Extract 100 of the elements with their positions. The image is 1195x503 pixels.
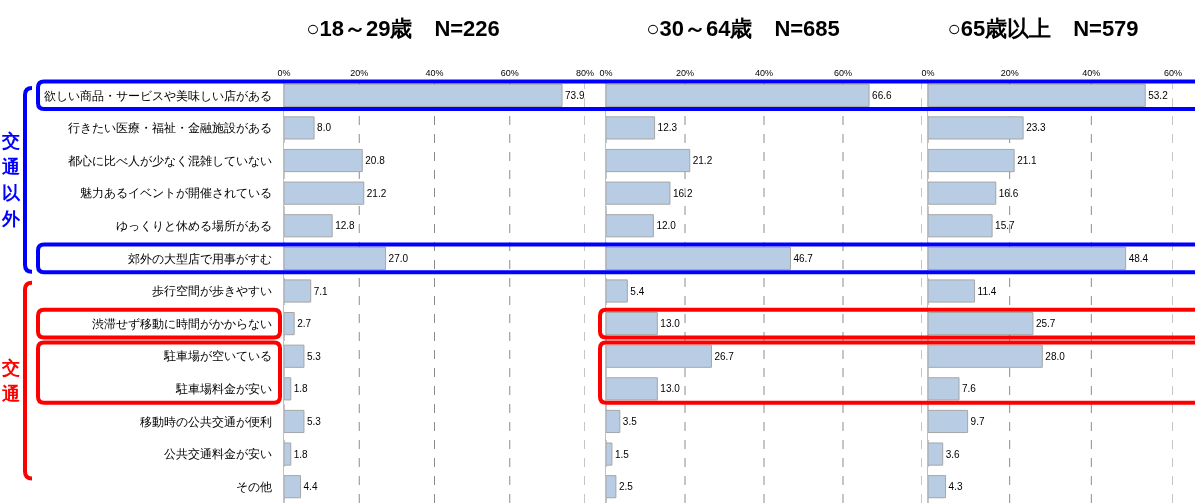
bar (284, 409, 305, 434)
y-tick-label: 魅力あるイベントが開催されている (79, 186, 272, 201)
bar (928, 116, 1024, 140)
data-label: 66.6 (872, 89, 892, 101)
y-tick-label: 駐車場が空いている (162, 349, 272, 364)
data-label: 2.5 (618, 481, 634, 493)
text: 交通 (1, 356, 21, 406)
y-tick-label: 移動時の公共交通が便利 (139, 414, 272, 429)
chart-title: ○65歳以上 N=579 (947, 15, 1139, 41)
x-tick-label: 60% (500, 68, 519, 79)
data-label: 12.8 (335, 220, 356, 232)
bar (606, 83, 870, 107)
data-label: 23.3 (1026, 122, 1047, 134)
bar (284, 377, 292, 401)
data-label: 46.7 (793, 252, 814, 264)
x-tick-label: 0% (599, 68, 613, 79)
x-tick-label: 60% (833, 68, 853, 79)
data-label: 48.4 (1128, 252, 1149, 264)
bar (606, 214, 654, 238)
y-tick-label: 駐車場料金が安い (174, 382, 272, 397)
data-label: 8.0 (317, 122, 332, 134)
data-label: 16.2 (672, 187, 693, 199)
data-label: 3.5 (622, 415, 638, 427)
data-label: 11.4 (977, 285, 997, 297)
data-label: 13.0 (660, 318, 681, 330)
bar (284, 181, 365, 205)
data-label: 28.0 (1045, 350, 1066, 362)
bar (284, 214, 333, 238)
y-tick-label: 行きたい医療・福祉・金融施設がある (67, 121, 272, 136)
bar (284, 116, 315, 140)
bar (606, 246, 791, 270)
bar (928, 475, 947, 499)
bar (606, 475, 617, 499)
bar (284, 475, 302, 499)
bar (606, 377, 658, 401)
data-label: 4.4 (303, 481, 318, 493)
data-label: 21.2 (692, 155, 713, 167)
bar (284, 246, 387, 270)
x-tick-label: 20% (1000, 68, 1019, 79)
bar (284, 312, 295, 336)
bar (928, 181, 997, 205)
x-tick-label: 0% (921, 68, 935, 79)
x-tick-label: 20% (675, 68, 695, 79)
bar (284, 148, 363, 173)
bar (928, 312, 1034, 336)
data-label: 5.4 (630, 285, 645, 297)
bar (606, 116, 656, 140)
text: 交通以外 (1, 129, 21, 231)
data-label: 5.3 (306, 415, 322, 427)
bar (606, 442, 613, 466)
y-tick-label: 欲しい商品・サービスや美味しい店がある (43, 88, 272, 103)
bar (928, 344, 1043, 368)
y-tick-label: 郊外の大型店で用事がすむ (127, 251, 272, 266)
x-tick-label: 80% (575, 68, 595, 79)
chart-title: ○30～64歳 N=685 (646, 15, 840, 41)
y-tick-label: 公共交通料金が安い (163, 447, 272, 462)
y-tick-label: その他 (235, 479, 272, 494)
bar (606, 279, 628, 303)
bar (928, 377, 960, 401)
bar (928, 83, 1146, 107)
y-tick-label: 渋滞せず移動に時間がかからない (91, 316, 272, 331)
bar (928, 148, 1015, 173)
data-label: 26.7 (714, 350, 735, 362)
data-label: 16.6 (998, 187, 1019, 199)
x-tick-label: 0% (277, 68, 291, 79)
bar (928, 279, 976, 303)
bar (284, 279, 312, 303)
bar (284, 344, 305, 368)
y-tick-label: ゆっくりと休める場所がある (115, 218, 272, 233)
data-label: 7.6 (962, 383, 977, 395)
data-label: 5.3 (306, 350, 322, 362)
data-label: 1.8 (293, 383, 309, 395)
data-label: 12.0 (656, 220, 677, 232)
y-tick-label: 歩行空間が歩きやすい (151, 284, 272, 299)
x-tick-label: 60% (1163, 68, 1183, 79)
y-tick-label: 都心に比べ人が少なく混雑していない (67, 153, 272, 168)
data-label: 21.1 (1017, 155, 1038, 167)
data-label: 7.1 (313, 285, 329, 297)
bar (928, 246, 1127, 270)
bar (606, 312, 658, 336)
x-tick-label: 40% (425, 68, 444, 79)
bar (606, 409, 621, 434)
bar (606, 148, 691, 173)
data-label: 73.9 (565, 89, 585, 101)
bar (284, 83, 563, 107)
data-label: 27.0 (388, 252, 409, 264)
data-label: 4.3 (948, 481, 963, 493)
data-label: 20.8 (365, 155, 386, 167)
x-tick-label: 40% (754, 68, 774, 79)
data-label: 1.5 (614, 448, 630, 460)
bar (928, 442, 944, 466)
x-tick-label: 20% (350, 68, 369, 79)
bar (284, 442, 292, 466)
bar (606, 181, 671, 205)
data-label: 9.7 (970, 415, 985, 427)
data-label: 13.0 (660, 383, 681, 395)
x-tick-label: 40% (1082, 68, 1101, 79)
chart-title: ○18～29歳 N=226 (306, 15, 500, 41)
data-label: 12.3 (657, 122, 678, 134)
data-label: 1.8 (293, 448, 309, 460)
